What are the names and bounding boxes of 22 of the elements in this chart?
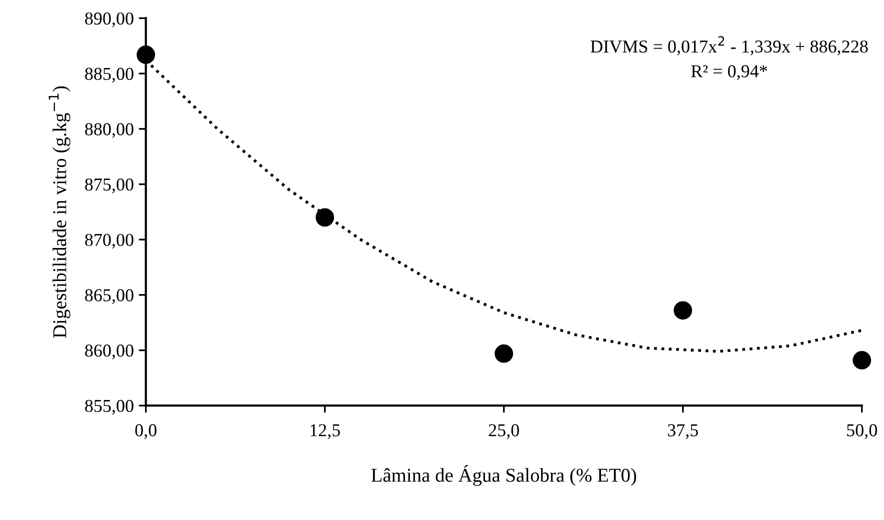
y-tick-label: 870,00 [85, 234, 134, 249]
point [494, 344, 514, 363]
y-tick-label: 880,00 [85, 123, 134, 138]
y-tick-label: 865,00 [85, 289, 134, 304]
x-axis-title: Lâmina de Água Salobra (% ET0) [371, 465, 636, 486]
x-tick-label: 50,0 [847, 424, 878, 439]
point [316, 208, 334, 227]
y-tick-label: 855,00 [85, 400, 134, 415]
point [136, 46, 156, 64]
x-tick-label: 0,0 [135, 424, 156, 439]
x-tick-label: 25,0 [488, 424, 519, 439]
y-tick-label: 890,00 [85, 12, 134, 28]
y-tick-label: 885,00 [85, 68, 134, 83]
x-tick-label: 37,5 [668, 424, 698, 439]
x-tick-label: 12,5 [310, 424, 340, 439]
point [674, 301, 692, 320]
y-axis-title: Digestibilidade in vitro (g.kg$^{−1}$) [48, 86, 70, 338]
y-tick-label: 860,00 [85, 344, 134, 360]
point [852, 351, 872, 370]
annotation: DIVMS = 0,017x$^{2}$ - 1,339x + 886,228 [590, 36, 868, 56]
y-tick-label: 875,00 [85, 178, 134, 194]
annotation: R² = 0,94* [691, 65, 768, 80]
